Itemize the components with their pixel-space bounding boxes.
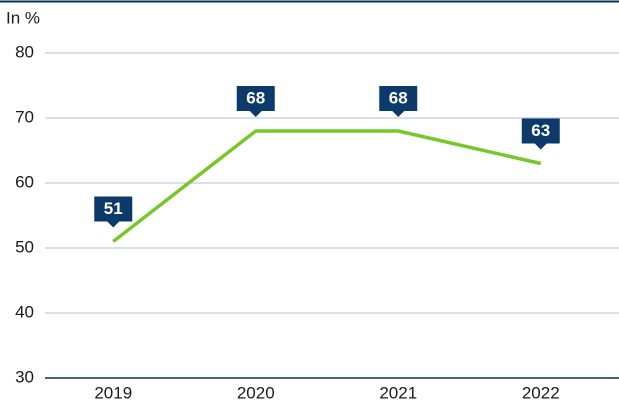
data-label-pointer	[534, 143, 547, 150]
data-label: 51	[94, 196, 133, 228]
y-tick-label: 70	[15, 107, 34, 126]
data-label-box	[236, 86, 275, 111]
data-label: 63	[521, 118, 560, 150]
data-label-text: 68	[246, 88, 265, 107]
x-tick-label: 2022	[522, 383, 560, 402]
data-label-box	[521, 118, 560, 144]
data-label-text: 63	[531, 121, 550, 140]
x-tick-label: 2019	[94, 383, 132, 402]
data-label-box	[379, 86, 418, 111]
data-label: 68	[379, 86, 418, 117]
y-tick-label: 30	[15, 367, 34, 386]
data-label-text: 51	[104, 199, 123, 218]
data-label-pointer	[249, 111, 262, 117]
axis-unit-label: In %	[6, 8, 40, 27]
data-label-box	[94, 196, 133, 222]
x-tick-label: 2021	[379, 383, 417, 402]
y-tick-label: 60	[15, 172, 34, 191]
y-tick-label: 50	[15, 237, 34, 256]
data-line	[112, 129, 542, 243]
x-tick-label: 2020	[237, 383, 275, 402]
data-label-pointer	[107, 221, 120, 228]
data-label-text: 68	[389, 88, 408, 107]
data-label: 68	[236, 86, 275, 117]
data-label-pointer	[392, 111, 405, 117]
y-tick-label: 80	[15, 42, 34, 61]
y-tick-label: 40	[15, 302, 34, 321]
